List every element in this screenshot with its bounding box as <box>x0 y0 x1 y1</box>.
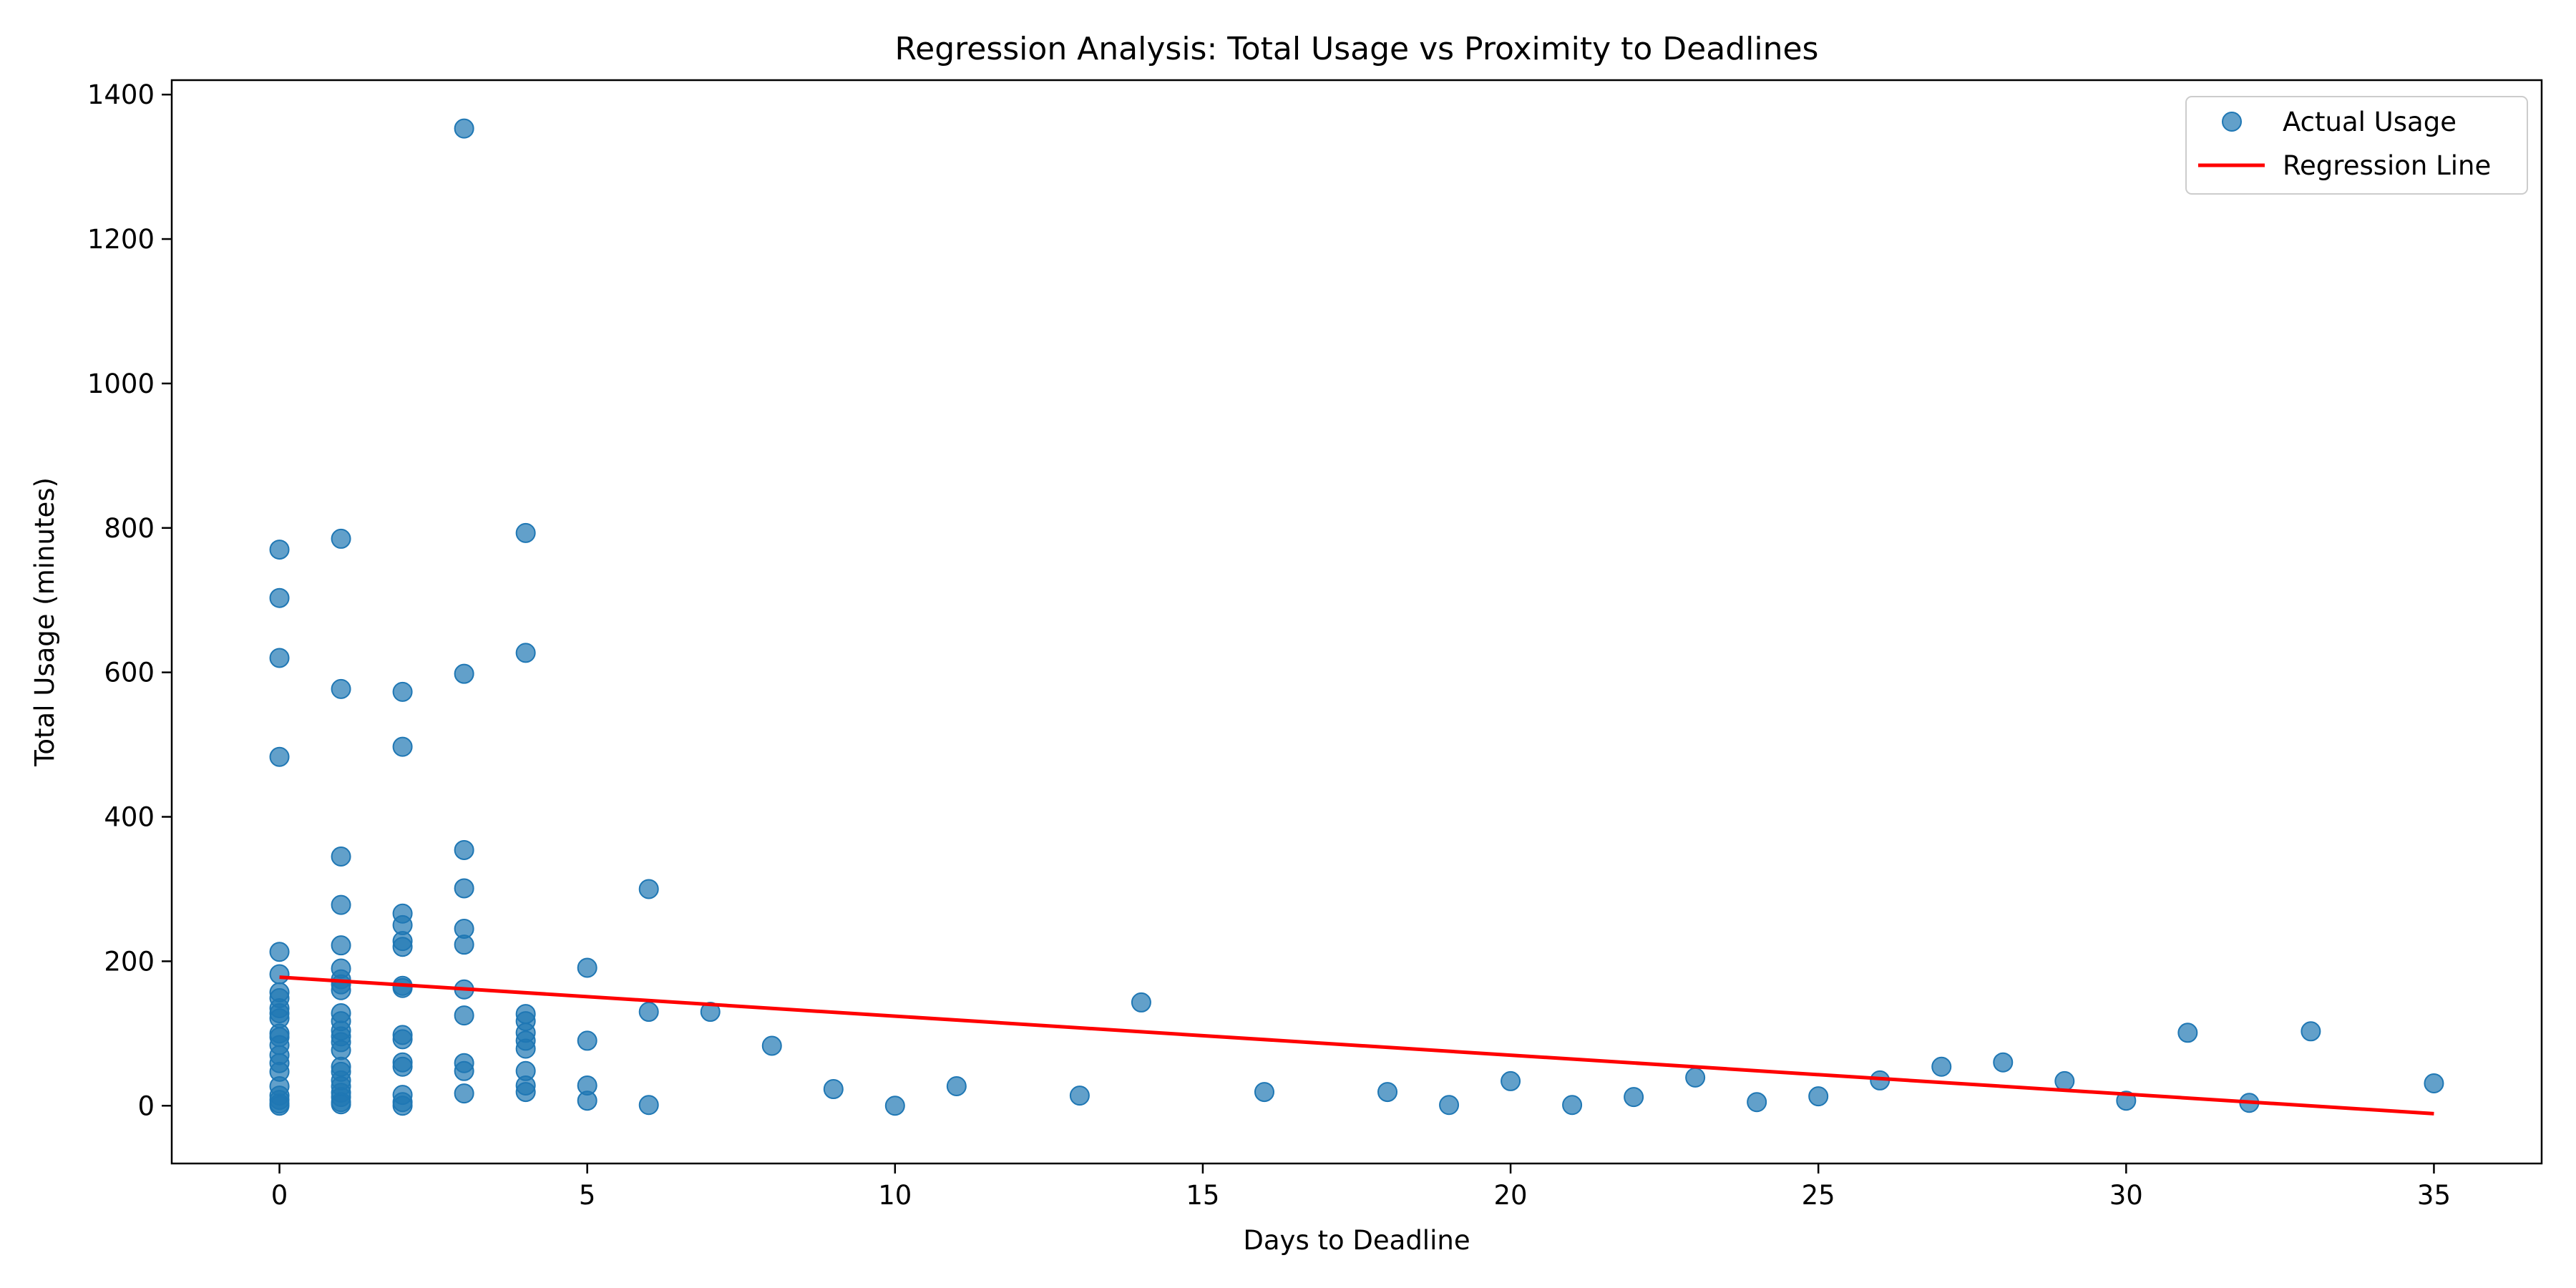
y-tick-label: 400 <box>104 802 155 833</box>
data-point <box>577 1030 597 1051</box>
data-point <box>392 937 413 957</box>
y-axis: 0 200 400 600 800 1000 1200 1400 <box>87 79 172 1121</box>
data-point <box>1501 1070 1521 1091</box>
x-axis-label: Days to Deadline <box>1243 1225 1470 1256</box>
y-tick-label: 0 <box>137 1091 155 1121</box>
data-point <box>1069 1085 1090 1106</box>
x-tick-label: 0 <box>271 1180 288 1211</box>
data-point <box>454 663 474 684</box>
data-point <box>1439 1095 1460 1116</box>
x-tick-label: 5 <box>579 1180 596 1211</box>
legend-frame <box>2185 96 2528 195</box>
x-tick-label: 15 <box>1186 1180 1219 1211</box>
legend: Actual Usage Regression Line <box>2185 96 2528 195</box>
data-point <box>331 1040 351 1060</box>
data-point <box>454 1083 474 1104</box>
data-point <box>331 894 351 915</box>
data-point <box>946 1076 967 1097</box>
data-point <box>1808 1086 1829 1107</box>
data-point <box>515 1038 536 1059</box>
data-point <box>2301 1021 2321 1042</box>
x-tick-label: 20 <box>1494 1180 1528 1211</box>
data-point <box>1931 1056 1952 1077</box>
data-point <box>1562 1095 1583 1116</box>
x-tick-label: 30 <box>2109 1180 2143 1211</box>
data-point <box>392 1029 413 1050</box>
y-axis-label: Total Usage (minutes) <box>29 477 60 767</box>
data-point <box>269 746 290 767</box>
data-point <box>269 1096 290 1116</box>
data-point <box>392 681 413 702</box>
data-point <box>454 1005 474 1026</box>
data-point <box>1377 1082 1398 1103</box>
regression-line <box>279 975 2434 1116</box>
data-point <box>638 1095 659 1116</box>
data-point <box>392 1096 413 1116</box>
data-point <box>392 977 413 998</box>
data-point <box>1747 1092 1767 1113</box>
data-point <box>269 648 290 668</box>
legend-label-regression-line: Regression Line <box>2283 150 2491 181</box>
data-point <box>331 528 351 549</box>
data-point <box>331 847 351 867</box>
data-point <box>823 1079 844 1100</box>
data-point <box>269 540 290 560</box>
data-point <box>884 1096 905 1116</box>
legend-label-actual-usage: Actual Usage <box>2283 107 2457 137</box>
y-tick-label: 600 <box>104 658 155 688</box>
y-tick-label: 1200 <box>87 224 155 255</box>
data-point <box>331 980 351 1000</box>
data-point <box>638 1002 659 1023</box>
data-point <box>577 957 597 978</box>
data-point <box>700 1002 721 1023</box>
data-point <box>761 1035 782 1056</box>
data-point <box>2424 1073 2444 1093</box>
data-point <box>454 839 474 860</box>
data-point <box>392 1056 413 1077</box>
data-point <box>269 587 290 608</box>
data-point <box>331 678 351 699</box>
plot-frame <box>170 79 2543 1165</box>
data-point <box>392 736 413 757</box>
data-point <box>1131 992 1151 1013</box>
regression-line-group <box>279 975 2434 1116</box>
data-point <box>515 522 536 543</box>
y-tick-label: 1400 <box>87 79 155 110</box>
y-tick-label: 800 <box>104 513 155 544</box>
data-point <box>515 1082 536 1103</box>
data-point <box>454 118 474 139</box>
x-tick-label: 10 <box>878 1180 912 1211</box>
scatter-points <box>269 118 2444 1116</box>
data-point <box>331 1094 351 1115</box>
data-point <box>638 879 659 899</box>
data-point <box>2177 1023 2198 1043</box>
data-point <box>454 1060 474 1081</box>
x-axis: 0 5 10 15 20 25 30 35 <box>271 1163 2451 1211</box>
data-point <box>269 964 290 985</box>
y-tick-label: 1000 <box>87 369 155 399</box>
chart-title: Regression Analysis: Total Usage vs Prox… <box>895 31 1819 67</box>
data-point <box>515 643 536 663</box>
data-point <box>2054 1070 2075 1091</box>
data-point <box>1685 1067 1706 1088</box>
x-tick-label: 35 <box>2417 1180 2451 1211</box>
legend-marker-actual-usage <box>2222 112 2242 132</box>
data-point <box>454 935 474 955</box>
data-point <box>1993 1052 2014 1073</box>
data-point <box>1254 1082 1274 1103</box>
data-point <box>331 935 351 956</box>
data-point <box>1624 1087 1644 1108</box>
data-point <box>454 878 474 899</box>
x-tick-label: 25 <box>1802 1180 1835 1211</box>
data-point <box>577 1091 597 1111</box>
data-point <box>269 942 290 962</box>
y-tick-label: 200 <box>104 946 155 977</box>
